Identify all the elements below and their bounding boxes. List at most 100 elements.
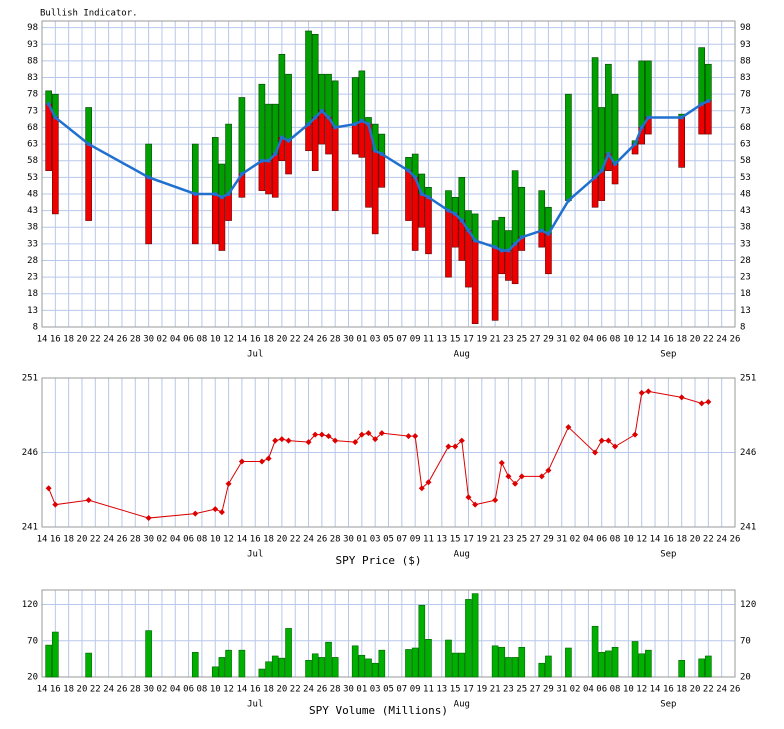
- volume-bar: [511, 657, 519, 678]
- bull-segment: [445, 190, 452, 211]
- x-tick-label: 05: [383, 685, 394, 695]
- x-tick-label: 21: [490, 535, 501, 545]
- x-tick-label: 19: [476, 335, 487, 345]
- bear-segment: [418, 193, 426, 228]
- x-tick-label: 06: [183, 685, 194, 695]
- x-tick-label: 01: [356, 685, 367, 695]
- x-tick-label: 13: [436, 685, 447, 695]
- bear-segment: [511, 243, 519, 285]
- volume-bar: [405, 649, 412, 678]
- volume-bar: [425, 638, 432, 678]
- x-tick-label: 24: [103, 335, 114, 345]
- bear-segment: [405, 170, 412, 221]
- price-marker: [632, 431, 639, 438]
- y-tick-label: 53: [27, 173, 38, 183]
- y-tick-label-right: 78: [740, 90, 751, 100]
- x-tick-label: 27: [530, 685, 541, 695]
- bear-segment: [378, 153, 386, 188]
- y-tick-label: 23: [27, 273, 38, 283]
- x-tick-label: 01: [356, 535, 367, 545]
- bull-segment: [698, 47, 705, 105]
- y-tick-label: 20: [27, 673, 38, 683]
- x-tick-label: 04: [583, 685, 594, 695]
- x-tick-label: 28: [330, 335, 341, 345]
- x-tick-label: 04: [583, 335, 594, 345]
- indicator-point: [333, 125, 338, 130]
- x-tick-label: 02: [157, 685, 168, 695]
- x-tick-label: 22: [290, 335, 301, 345]
- bear-segment: [451, 213, 459, 248]
- y-tick-label-right: 83: [740, 73, 751, 83]
- x-tick-label: 20: [276, 335, 287, 345]
- bear-segment: [191, 193, 199, 245]
- x-tick-label: 15: [450, 535, 461, 545]
- bull-segment: [538, 190, 546, 231]
- y-tick-label-right: 38: [740, 223, 751, 233]
- price-marker: [612, 443, 619, 450]
- x-tick-label: 14: [650, 535, 661, 545]
- x-tick-label: 03: [370, 335, 381, 345]
- x-tick-label: 08: [197, 685, 208, 695]
- price-marker: [598, 437, 605, 444]
- bear-segment: [465, 230, 472, 288]
- volume-bar: [325, 641, 332, 678]
- volume-bar: [191, 652, 199, 678]
- y-tick-label-right: 63: [740, 140, 751, 150]
- x-tick-label: 09: [410, 335, 421, 345]
- volume-bar: [498, 646, 506, 678]
- price-marker: [518, 473, 525, 480]
- x-tick-label: 26: [117, 535, 128, 545]
- x-tick-label: 22: [90, 535, 101, 545]
- indicator-point: [266, 158, 271, 163]
- volume-bar: [85, 652, 92, 678]
- x-tick-label: 24: [303, 685, 314, 695]
- bull-segment: [605, 63, 612, 155]
- x-tick-label: 30: [143, 535, 154, 545]
- volume-bar: [365, 658, 372, 678]
- price-marker: [45, 485, 52, 492]
- bull-segment: [191, 143, 199, 195]
- bear-segment: [445, 210, 452, 278]
- bear-segment: [52, 117, 59, 215]
- x-tick-label: 06: [596, 535, 607, 545]
- bear-segment: [265, 160, 272, 195]
- plot-frame: [41, 589, 736, 678]
- y-tick-label-right: 246: [740, 448, 756, 458]
- y-tick-label: 38: [27, 223, 38, 233]
- bear-segment: [411, 177, 419, 251]
- bear-segment: [471, 240, 479, 324]
- y-tick-label: 93: [27, 40, 38, 50]
- price-marker: [458, 437, 465, 444]
- y-tick-label-right: 28: [740, 256, 751, 266]
- y-tick-label-right: 98: [740, 23, 751, 33]
- bear-segment: [271, 153, 279, 198]
- x-tick-label: 25: [516, 685, 527, 695]
- volume-bar: [351, 645, 359, 678]
- month-label: Aug: [454, 550, 470, 560]
- x-tick-label: 28: [130, 685, 141, 695]
- price-marker: [278, 436, 285, 443]
- volume-bar: [265, 661, 272, 678]
- x-tick-label: 28: [130, 535, 141, 545]
- y-tick-label-right: 33: [740, 239, 751, 249]
- x-tick-label: 31: [556, 535, 567, 545]
- x-tick-label: 20: [690, 335, 701, 345]
- volume-bar: [258, 668, 266, 678]
- bear-segment: [705, 100, 712, 135]
- indicator-point: [519, 235, 524, 240]
- y-tick-label: 251: [22, 374, 38, 384]
- x-tick-label: 30: [143, 335, 154, 345]
- indicator-point: [639, 125, 644, 130]
- volume-bar: [631, 641, 639, 678]
- x-tick-label: 14: [37, 535, 48, 545]
- y-tick-label: 13: [27, 306, 38, 316]
- bear-segment: [318, 110, 326, 145]
- price-marker: [265, 455, 272, 462]
- bull-segment: [705, 63, 712, 102]
- x-axis-label: SPY Price ($): [335, 554, 421, 567]
- x-tick-label: 29: [543, 685, 554, 695]
- x-tick-label: 11: [423, 335, 434, 345]
- price-marker: [538, 473, 545, 480]
- bear-segment: [591, 177, 599, 208]
- bear-segment: [211, 193, 219, 245]
